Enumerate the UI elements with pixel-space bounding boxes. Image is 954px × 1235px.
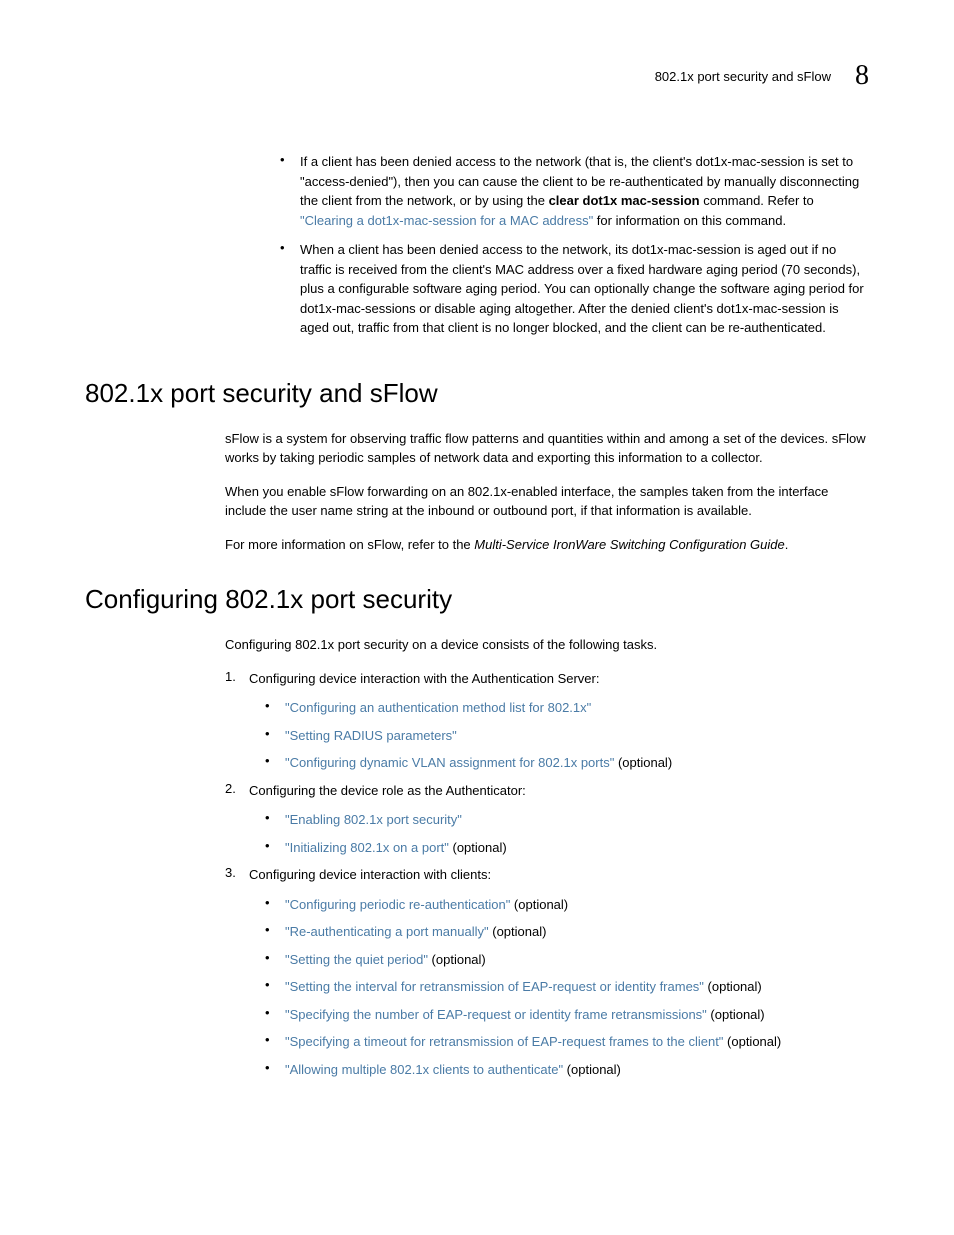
bullet-item: • When a client has been denied access t… (280, 240, 869, 338)
cross-reference-link[interactable]: "Clearing a dot1x-mac-session for a MAC … (300, 213, 593, 228)
sub-bullet-text: "Setting the interval for retransmission… (285, 977, 869, 997)
sub-bullet-text: "Configuring an authentication method li… (285, 698, 869, 718)
section-heading: 802.1x port security and sFlow (85, 378, 869, 409)
bullet-marker-icon: • (265, 895, 285, 915)
list-item-text: Configuring the device role as the Authe… (249, 781, 869, 801)
optional-label: (optional) (707, 1007, 765, 1022)
list-item: 3. Configuring device interaction with c… (225, 865, 869, 885)
document-title: Multi-Service IronWare Switching Configu… (474, 537, 784, 552)
optional-label: (optional) (449, 840, 507, 855)
optional-label: (optional) (563, 1062, 621, 1077)
optional-label: (optional) (614, 755, 672, 770)
list-item-text: Configuring device interaction with clie… (249, 865, 869, 885)
cross-reference-link[interactable]: "Configuring an authentication method li… (285, 700, 591, 715)
sub-bullet-item: •"Re-authenticating a port manually" (op… (265, 922, 869, 942)
sub-bullet-list: •"Enabling 802.1x port security"•"Initia… (265, 810, 869, 857)
sub-bullet-text: "Allowing multiple 802.1x clients to aut… (285, 1060, 869, 1080)
cross-reference-link[interactable]: "Re-authenticating a port manually" (285, 924, 489, 939)
bullet-marker-icon: • (265, 753, 285, 773)
cross-reference-link[interactable]: "Specifying the number of EAP-request or… (285, 1007, 707, 1022)
sub-bullet-list: •"Configuring periodic re-authentication… (265, 895, 869, 1080)
sub-bullet-item: •"Setting the quiet period" (optional) (265, 950, 869, 970)
bullet-marker-icon: • (265, 950, 285, 970)
section-body: sFlow is a system for observing traffic … (225, 429, 869, 555)
sub-bullet-text: "Configuring dynamic VLAN assignment for… (285, 753, 869, 773)
cross-reference-link[interactable]: "Allowing multiple 802.1x clients to aut… (285, 1062, 563, 1077)
intro-paragraph: Configuring 802.1x port security on a de… (225, 635, 869, 655)
bullet-item: • If a client has been denied access to … (280, 152, 869, 230)
sub-bullet-text: "Initializing 802.1x on a port" (optiona… (285, 838, 869, 858)
sub-bullet-item: •"Configuring an authentication method l… (265, 698, 869, 718)
sub-bullet-text: "Enabling 802.1x port security" (285, 810, 869, 830)
optional-label: (optional) (723, 1034, 781, 1049)
header-title: 802.1x port security and sFlow (655, 69, 831, 84)
bullet-marker-icon: • (265, 977, 285, 997)
paragraph: When you enable sFlow forwarding on an 8… (225, 482, 869, 521)
sub-bullet-text: "Configuring periodic re-authentication"… (285, 895, 869, 915)
sub-bullet-item: •"Enabling 802.1x port security" (265, 810, 869, 830)
bullet-marker-icon: • (265, 1032, 285, 1052)
bullet-marker-icon: • (265, 810, 285, 830)
sub-bullet-item: •"Configuring periodic re-authentication… (265, 895, 869, 915)
bullet-marker-icon: • (265, 1060, 285, 1080)
top-bullet-list: • If a client has been denied access to … (280, 152, 869, 338)
bullet-text: If a client has been denied access to th… (300, 152, 869, 230)
cross-reference-link[interactable]: "Setting RADIUS parameters" (285, 728, 457, 743)
chapter-number: 8 (855, 60, 869, 92)
number-marker: 2. (225, 781, 249, 801)
sub-bullet-item: •"Initializing 802.1x on a port" (option… (265, 838, 869, 858)
sub-bullet-list: •"Configuring an authentication method l… (265, 698, 869, 773)
optional-label: (optional) (428, 952, 486, 967)
number-marker: 3. (225, 865, 249, 885)
cross-reference-link[interactable]: "Setting the quiet period" (285, 952, 428, 967)
command-text: clear dot1x mac-session (549, 193, 700, 208)
cross-reference-link[interactable]: "Setting the interval for retransmission… (285, 979, 704, 994)
optional-label: (optional) (510, 897, 568, 912)
sub-bullet-text: "Setting the quiet period" (optional) (285, 950, 869, 970)
bullet-marker-icon: • (280, 240, 300, 338)
bullet-marker-icon: • (265, 726, 285, 746)
page-container: 802.1x port security and sFlow 8 • If a … (0, 0, 954, 1147)
paragraph: For more information on sFlow, refer to … (225, 535, 869, 555)
page-header: 802.1x port security and sFlow 8 (85, 60, 869, 92)
bullet-text: When a client has been denied access to … (300, 240, 869, 338)
sub-bullet-text: "Setting RADIUS parameters" (285, 726, 869, 746)
list-item-text: Configuring device interaction with the … (249, 669, 869, 689)
sub-bullet-item: •"Configuring dynamic VLAN assignment fo… (265, 753, 869, 773)
sub-bullet-item: •"Specifying a timeout for retransmissio… (265, 1032, 869, 1052)
list-item: 2. Configuring the device role as the Au… (225, 781, 869, 801)
sub-bullet-text: "Re-authenticating a port manually" (opt… (285, 922, 869, 942)
sub-bullet-item: •"Allowing multiple 802.1x clients to au… (265, 1060, 869, 1080)
optional-label: (optional) (489, 924, 547, 939)
section-heading: Configuring 802.1x port security (85, 584, 869, 615)
number-marker: 1. (225, 669, 249, 689)
bullet-marker-icon: • (265, 1005, 285, 1025)
cross-reference-link[interactable]: "Configuring dynamic VLAN assignment for… (285, 755, 614, 770)
numbered-list: 1. Configuring device interaction with t… (225, 669, 869, 1080)
optional-label: (optional) (704, 979, 762, 994)
cross-reference-link[interactable]: "Specifying a timeout for retransmission… (285, 1034, 723, 1049)
cross-reference-link[interactable]: "Enabling 802.1x port security" (285, 812, 462, 827)
bullet-marker-icon: • (265, 838, 285, 858)
sub-bullet-item: •"Setting the interval for retransmissio… (265, 977, 869, 997)
paragraph: sFlow is a system for observing traffic … (225, 429, 869, 468)
cross-reference-link[interactable]: "Configuring periodic re-authentication" (285, 897, 510, 912)
sub-bullet-item: •"Setting RADIUS parameters" (265, 726, 869, 746)
list-item: 1. Configuring device interaction with t… (225, 669, 869, 689)
sub-bullet-text: "Specifying a timeout for retransmission… (285, 1032, 869, 1052)
cross-reference-link[interactable]: "Initializing 802.1x on a port" (285, 840, 449, 855)
bullet-marker-icon: • (265, 698, 285, 718)
bullet-marker-icon: • (265, 922, 285, 942)
sub-bullet-text: "Specifying the number of EAP-request or… (285, 1005, 869, 1025)
sub-bullet-item: •"Specifying the number of EAP-request o… (265, 1005, 869, 1025)
bullet-marker-icon: • (280, 152, 300, 230)
